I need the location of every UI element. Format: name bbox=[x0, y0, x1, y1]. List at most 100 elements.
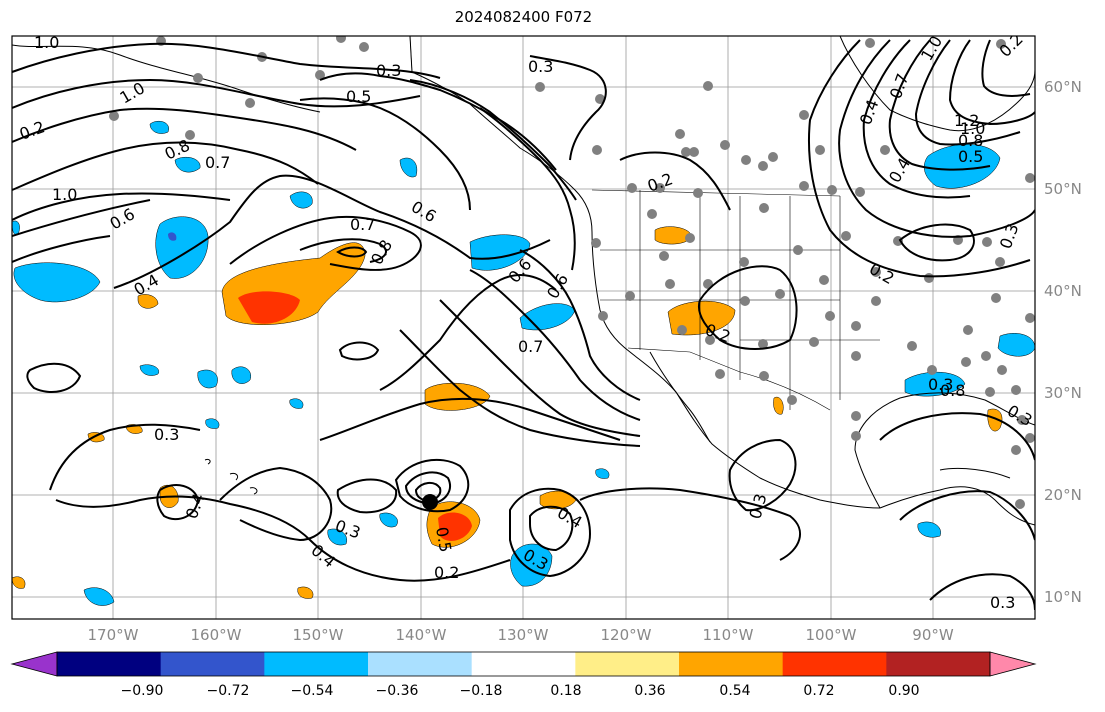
colorbar-tick-label: −0.18 bbox=[459, 683, 503, 699]
negative-anomaly-blob bbox=[197, 369, 218, 389]
lat-label: 30°N bbox=[1044, 384, 1082, 402]
negative-anomaly-blob bbox=[205, 418, 220, 429]
map-title: 2024082400 F072 bbox=[454, 8, 593, 26]
contour-line bbox=[899, 490, 1035, 541]
contour-label: 0.8 bbox=[940, 381, 965, 400]
contour-line bbox=[439, 299, 641, 437]
colorbar-tick-label: −0.54 bbox=[290, 683, 334, 699]
colorbar-bin bbox=[57, 652, 162, 676]
lon-label: 140°W bbox=[395, 626, 447, 644]
colorbar-tick-label: 0.90 bbox=[888, 683, 920, 699]
contour-line bbox=[55, 495, 511, 582]
colorbar-frame bbox=[56, 651, 991, 677]
contour-line bbox=[12, 235, 111, 263]
colorbar-tick-label: 0.54 bbox=[719, 683, 751, 699]
lon-label: 160°W bbox=[190, 626, 242, 644]
coastlines bbox=[12, 36, 1035, 526]
colorbar bbox=[10, 651, 1037, 677]
contour-line bbox=[862, 39, 971, 199]
lat-label: 50°N bbox=[1044, 180, 1082, 198]
lon-label: 170°W bbox=[87, 626, 139, 644]
contour-line bbox=[12, 192, 231, 221]
map-frame bbox=[11, 35, 1036, 620]
negative-anomaly-blob bbox=[917, 521, 941, 538]
lat-label: 10°N bbox=[1044, 588, 1082, 606]
negative-anomaly-blob bbox=[399, 157, 418, 178]
contour-line bbox=[12, 107, 357, 151]
negative-anomaly-blob bbox=[231, 366, 252, 384]
colorbar-tick-label: −0.36 bbox=[375, 683, 419, 699]
contour-line bbox=[113, 174, 551, 289]
contour-lines bbox=[12, 39, 1035, 611]
contour-line bbox=[479, 107, 576, 271]
contour-label: 0.7 bbox=[350, 215, 375, 234]
contour-line bbox=[399, 329, 641, 447]
alaska-coast bbox=[12, 44, 321, 113]
negative-anomaly-blob bbox=[289, 191, 313, 209]
contour-line bbox=[12, 199, 151, 237]
contour-label: 0.3 bbox=[154, 425, 179, 444]
anomaly-shading bbox=[12, 121, 1035, 606]
contour-line bbox=[219, 466, 333, 542]
cuba bbox=[939, 467, 1011, 479]
contour-label: 0.5 bbox=[346, 87, 371, 106]
contour-line bbox=[879, 412, 1035, 461]
contour-label: 0.3 bbox=[990, 593, 1015, 612]
colorbar-bin bbox=[886, 652, 991, 676]
contour-label: 0.3 bbox=[928, 375, 953, 394]
negative-anomaly-blob bbox=[469, 234, 531, 271]
contour-line bbox=[319, 72, 557, 171]
contour-line bbox=[404, 471, 451, 506]
lat-label: 40°N bbox=[1044, 282, 1082, 300]
negative-anomaly-blob bbox=[289, 398, 304, 409]
map-panel: 1.0 1.0 0.3 0.5 0.3 1.0 0.8 0.7 0.2 1.0 … bbox=[12, 36, 1035, 619]
gulf-of-mexico-coast bbox=[854, 392, 1035, 509]
negative-anomaly-blob bbox=[149, 121, 169, 134]
colorbar-bin bbox=[575, 652, 680, 676]
positive-anomaly-blob bbox=[12, 576, 26, 589]
contour-line bbox=[319, 397, 621, 441]
storm-center-marker bbox=[422, 494, 438, 510]
colorbar-tick-label: −0.72 bbox=[206, 683, 250, 699]
lon-label: 150°W bbox=[292, 626, 344, 644]
contour-line bbox=[519, 249, 641, 401]
contour-line bbox=[619, 151, 731, 211]
contour-line bbox=[12, 141, 319, 191]
strong-positive-anomaly bbox=[438, 512, 472, 541]
contour-label: 1.0 bbox=[960, 119, 985, 138]
contour-line bbox=[299, 97, 471, 211]
contour-line bbox=[981, 39, 1031, 97]
positive-anomaly-blob bbox=[987, 408, 1003, 432]
colorbar-bin bbox=[160, 652, 265, 676]
colorbar-tick-label: 0.36 bbox=[634, 683, 666, 699]
negative-anomaly-blob bbox=[379, 512, 398, 528]
colorbar-bin bbox=[264, 652, 369, 676]
contour-line bbox=[336, 478, 398, 514]
contour-line bbox=[529, 55, 607, 161]
negative-anomaly-blob bbox=[510, 543, 553, 587]
contour-line bbox=[49, 423, 201, 491]
contour-label: 0.7 bbox=[518, 337, 543, 356]
negative-anomaly-blob bbox=[83, 587, 115, 606]
colorbar-tick-label: −0.90 bbox=[120, 683, 164, 699]
contour-line bbox=[888, 39, 991, 171]
colorbar-bin bbox=[782, 652, 887, 676]
contour-line bbox=[12, 78, 421, 109]
lat-label: 20°N bbox=[1044, 486, 1082, 504]
negative-anomaly-blob bbox=[139, 364, 160, 376]
colorbar-tick-label: 0.18 bbox=[550, 683, 582, 699]
negative-anomaly-blob bbox=[595, 468, 610, 479]
alaska-canada-border bbox=[409, 36, 413, 73]
positive-anomaly-blob bbox=[773, 396, 784, 415]
station-dots bbox=[109, 36, 1035, 509]
contour-label: 0.5 bbox=[958, 147, 983, 166]
contour-line bbox=[898, 223, 975, 262]
contour-label: 0.3 bbox=[528, 57, 553, 76]
contour-line bbox=[394, 458, 470, 513]
lon-label: 100°W bbox=[805, 626, 857, 644]
contour-line bbox=[379, 274, 557, 391]
contour-label: 0.5 bbox=[432, 525, 455, 553]
negative-anomaly-blob bbox=[174, 157, 201, 173]
hudson-bay bbox=[839, 36, 1035, 132]
